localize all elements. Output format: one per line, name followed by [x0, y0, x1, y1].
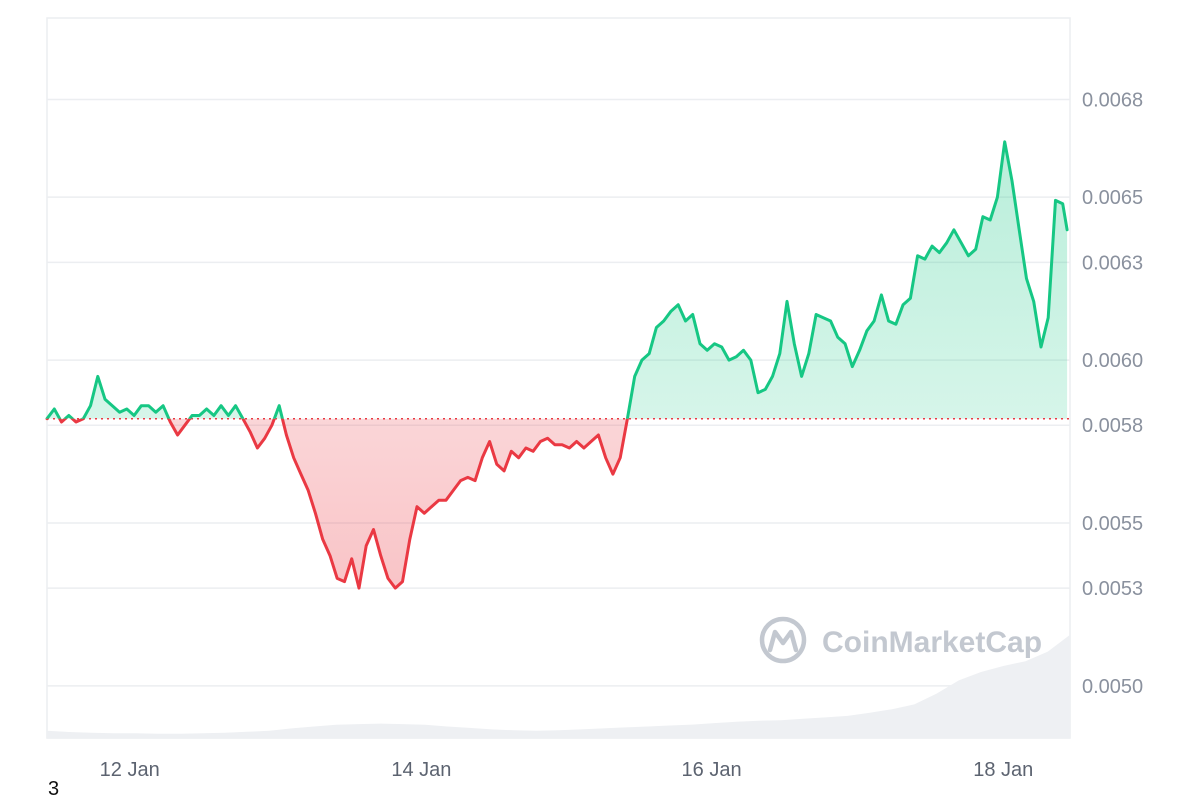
- x-tick-label: 16 Jan: [682, 759, 742, 781]
- watermark-text: CoinMarketCap: [822, 626, 1042, 659]
- coinmarketcap-logo-icon: [759, 616, 807, 664]
- watermark: CoinMarketCap: [759, 616, 1042, 664]
- y-tick-label: 0.0065: [1082, 187, 1143, 209]
- corner-label: 3: [48, 778, 60, 800]
- y-tick-label: 0.0068: [1082, 89, 1143, 111]
- x-tick-label: 12 Jan: [100, 759, 160, 781]
- price-areas: [47, 141, 1068, 589]
- y-tick-label: 0.0055: [1082, 513, 1143, 535]
- y-tick-label: 0.0063: [1082, 252, 1143, 274]
- volume-shape: [47, 634, 1070, 738]
- x-tick-label: 18 Jan: [973, 759, 1033, 781]
- price-line-down: [45, 418, 629, 590]
- y-tick-label: 0.0053: [1082, 578, 1143, 600]
- y-tick-label: 0.0060: [1082, 350, 1143, 372]
- price-lines: [45, 140, 1069, 590]
- x-axis-ticks: 12 Jan 14 Jan 16 Jan 18 Jan: [100, 759, 1034, 781]
- price-line-up: [45, 140, 1069, 419]
- y-tick-label: 0.0050: [1082, 676, 1143, 698]
- area-below-baseline: [59, 418, 628, 589]
- y-tick-label: 0.0058: [1082, 415, 1143, 437]
- area-above-baseline: [47, 141, 1068, 419]
- y-axis-ticks: 0.0068 0.0065 0.0063 0.0060 0.0058 0.0055 0.00…: [1082, 89, 1143, 697]
- volume-area: [47, 634, 1070, 738]
- x-tick-label: 14 Jan: [391, 759, 451, 781]
